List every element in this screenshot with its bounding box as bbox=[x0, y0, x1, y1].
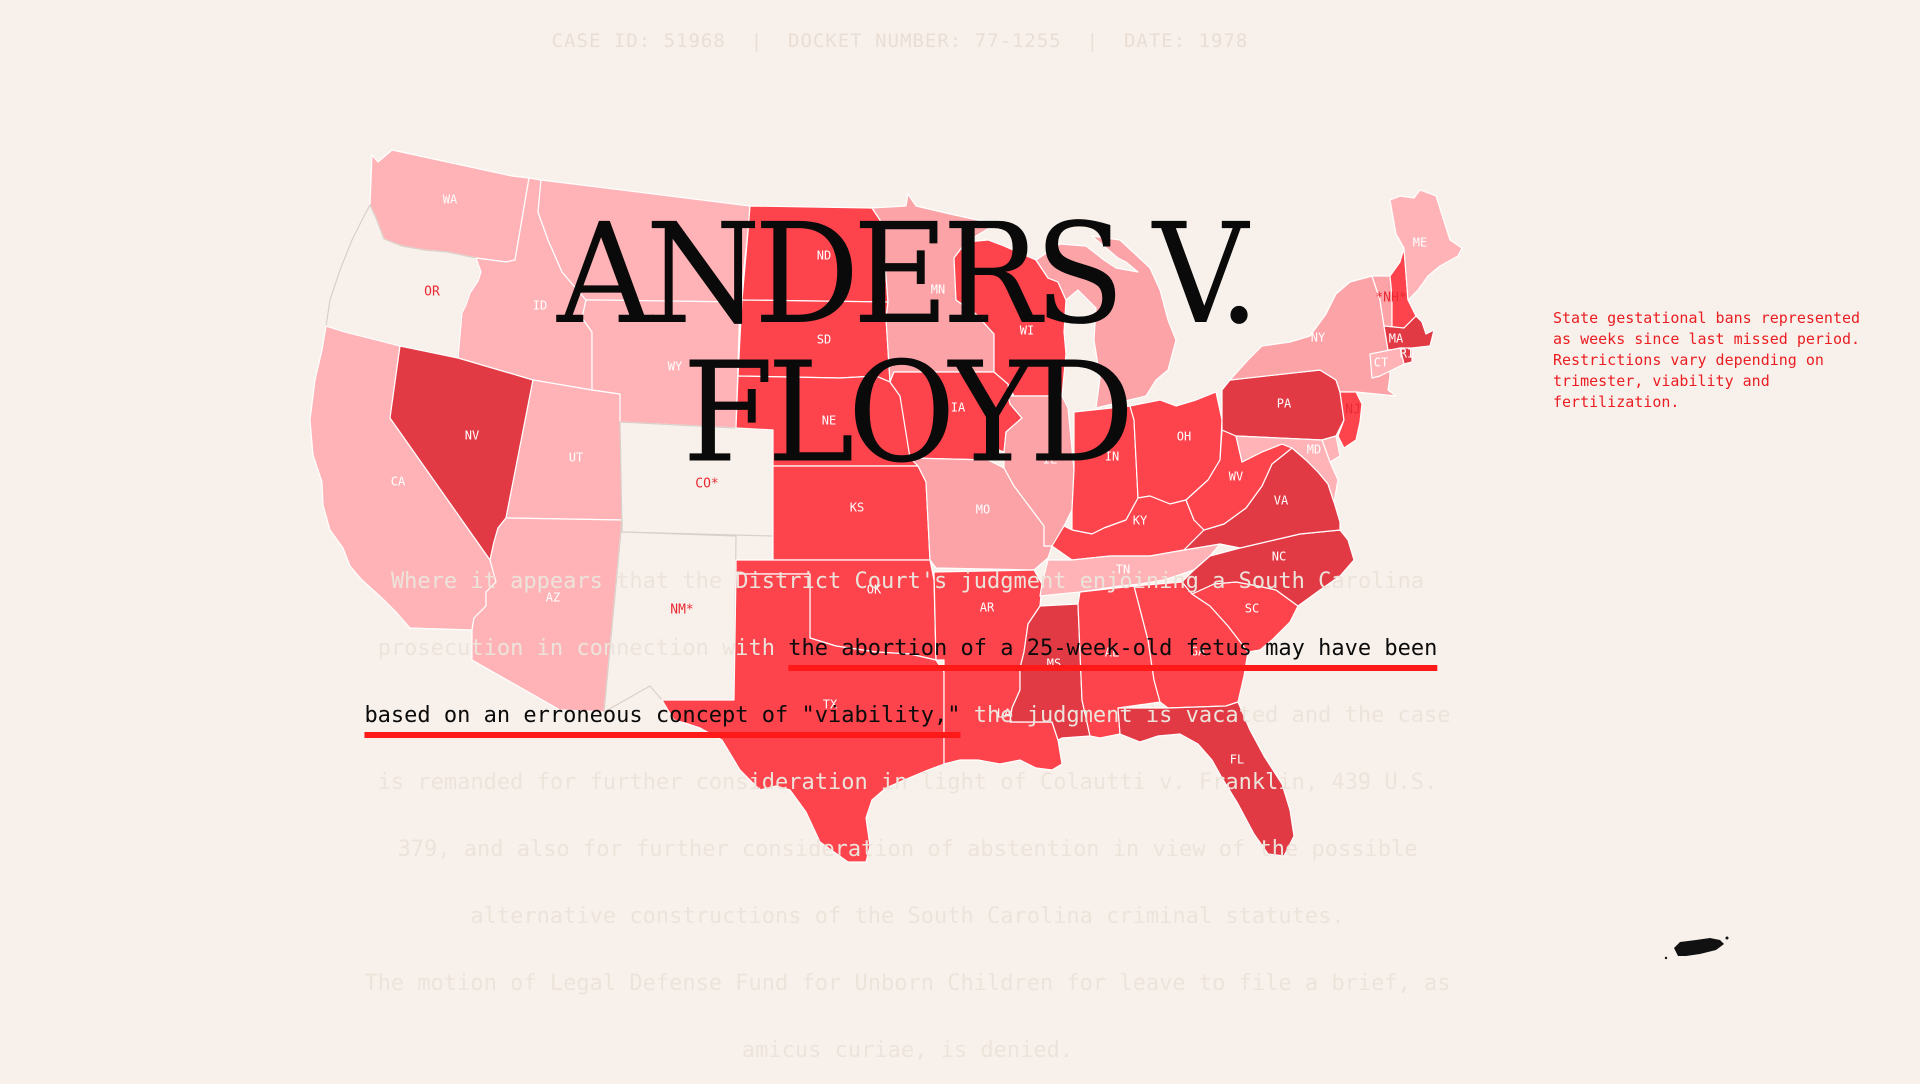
state-label-PA: PA bbox=[1277, 397, 1292, 411]
docket-number: DOCKET NUMBER: 77-1255 bbox=[788, 30, 1062, 52]
state-NJ[interactable] bbox=[1337, 391, 1363, 449]
state-label-AZ: AZ bbox=[546, 591, 560, 605]
opinion-text: Where it appears that the District Court… bbox=[345, 548, 1470, 1084]
state-label-KS: KS bbox=[850, 501, 864, 515]
state-label-WV: WV bbox=[1229, 470, 1243, 484]
state-label-OH: OH bbox=[1177, 430, 1191, 444]
state-label-KY: KY bbox=[1133, 514, 1148, 528]
state-WI[interactable] bbox=[953, 239, 1067, 397]
state-label-NY: NY bbox=[1311, 331, 1326, 345]
state-AZ[interactable] bbox=[471, 517, 623, 713]
state-label-TN: TN bbox=[1116, 563, 1130, 577]
island-dot bbox=[1664, 956, 1668, 960]
state-label-WY: WY bbox=[668, 360, 683, 374]
opinion-text-after: the judgment is vacated and the case is … bbox=[377, 703, 1451, 929]
state-label-MA: MA bbox=[1389, 332, 1404, 346]
state-label-CO: CO* bbox=[695, 477, 718, 492]
state-label-FL: FL bbox=[1230, 753, 1244, 767]
state-label-IN: IN bbox=[1105, 450, 1119, 464]
state-label-LA: LA bbox=[997, 707, 1012, 721]
puerto-rico-map[interactable] bbox=[1660, 930, 1730, 966]
state-label-MD: MD bbox=[1307, 443, 1321, 457]
state-label-VA: VA bbox=[1274, 494, 1289, 508]
state-label-UT: UT bbox=[569, 451, 583, 465]
map-legend-note: State gestational bans represented as we… bbox=[1553, 309, 1861, 411]
opinion-motion: The motion of Legal Defense Fund for Unb… bbox=[364, 971, 1451, 1063]
state-label-NV: NV bbox=[465, 429, 479, 443]
state-label-WI: WI bbox=[1020, 324, 1034, 338]
case-id: CASE ID: 51968 bbox=[551, 30, 726, 52]
puerto-rico-shape[interactable] bbox=[1674, 938, 1724, 956]
state-label-AL: AL bbox=[1105, 646, 1119, 660]
state-label-SC: SC bbox=[1245, 602, 1259, 616]
state-label-IL: IL bbox=[1043, 453, 1057, 467]
state-label-OR: OR bbox=[424, 285, 440, 300]
separator: | bbox=[750, 30, 764, 52]
separator: | bbox=[1086, 30, 1100, 52]
opinion-text-before: Where it appears that the District Court… bbox=[377, 569, 1425, 661]
state-ME[interactable] bbox=[1389, 189, 1463, 301]
state-label-ME: ME bbox=[1413, 236, 1427, 250]
state-label-GA: GA bbox=[1191, 645, 1206, 659]
state-label-SD: SD bbox=[817, 333, 831, 347]
page-title: ANDERS V. FLOYD bbox=[557, 193, 1260, 495]
state-IL[interactable] bbox=[1003, 395, 1075, 547]
state-FL[interactable] bbox=[1117, 701, 1295, 857]
state-label-WA: WA bbox=[443, 193, 458, 207]
island-dot bbox=[1725, 936, 1729, 940]
state-label-OK: OK bbox=[867, 583, 882, 597]
state-label-NH: *NH* bbox=[1375, 291, 1406, 306]
state-label-AR: AR bbox=[980, 601, 995, 615]
state-label-NE: NE bbox=[822, 414, 836, 428]
state-MD[interactable] bbox=[1235, 435, 1339, 503]
state-label-CT: CT bbox=[1374, 356, 1388, 370]
state-label-NJ: NJ bbox=[1345, 403, 1361, 418]
state-label-RI: RI bbox=[1400, 347, 1414, 361]
state-label-TX: TX bbox=[823, 698, 838, 712]
state-label-MN: MN bbox=[931, 283, 945, 297]
state-MI[interactable] bbox=[1035, 235, 1177, 409]
state-CT[interactable] bbox=[1369, 347, 1405, 379]
highlighted-quote[interactable]: the abortion of a 25-week-old fetus may … bbox=[364, 636, 1438, 728]
state-label-ND: ND bbox=[817, 249, 831, 263]
case-date: DATE: 1978 bbox=[1123, 30, 1249, 52]
state-label-IA: IA bbox=[951, 401, 966, 415]
state-label-NM: NM* bbox=[670, 603, 693, 618]
state-label-MO: MO bbox=[976, 503, 990, 517]
state-label-NC: NC bbox=[1272, 550, 1286, 564]
state-label-ID: ID bbox=[533, 299, 547, 313]
state-TX[interactable] bbox=[661, 573, 945, 863]
case-metadata: CASE ID: 51968 | DOCKET NUMBER: 77-1255 … bbox=[0, 30, 1800, 52]
state-label-MS: MS bbox=[1047, 657, 1061, 671]
state-label-CA: CA bbox=[391, 475, 406, 489]
